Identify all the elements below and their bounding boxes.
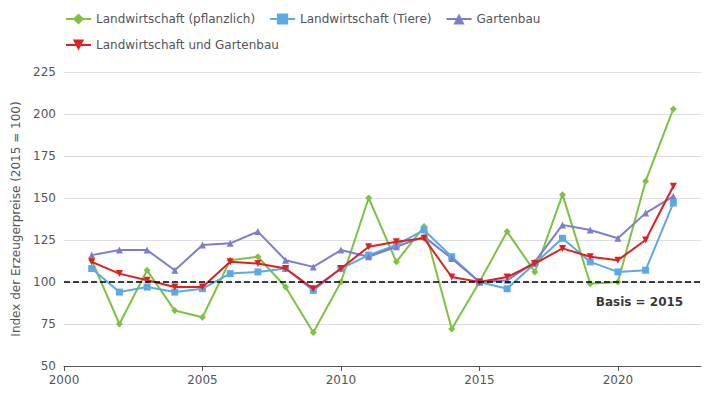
svg-text:Gartenbau: Gartenbau — [477, 12, 541, 26]
svg-text:Basis = 2015: Basis = 2015 — [596, 295, 683, 309]
svg-text:2005: 2005 — [187, 373, 218, 387]
svg-text:200: 200 — [33, 107, 56, 121]
svg-text:75: 75 — [41, 317, 56, 331]
svg-text:50: 50 — [41, 359, 56, 373]
svg-text:125: 125 — [33, 233, 56, 247]
svg-text:175: 175 — [33, 149, 56, 163]
svg-text:2015: 2015 — [464, 373, 495, 387]
svg-text:150: 150 — [33, 191, 56, 205]
svg-text:225: 225 — [33, 65, 56, 79]
svg-text:Landwirtschaft (Tiere): Landwirtschaft (Tiere) — [300, 12, 431, 26]
svg-text:Landwirtschaft und Gartenbau: Landwirtschaft und Gartenbau — [96, 38, 279, 52]
svg-text:2000: 2000 — [49, 373, 80, 387]
svg-text:100: 100 — [33, 275, 56, 289]
svg-text:2010: 2010 — [326, 373, 357, 387]
svg-text:2020: 2020 — [603, 373, 634, 387]
svg-text:Landwirtschaft (pflanzlich): Landwirtschaft (pflanzlich) — [96, 12, 255, 26]
svg-text:Index der Erzeugerpreise (2015: Index der Erzeugerpreise (2015 = 100) — [9, 101, 23, 336]
